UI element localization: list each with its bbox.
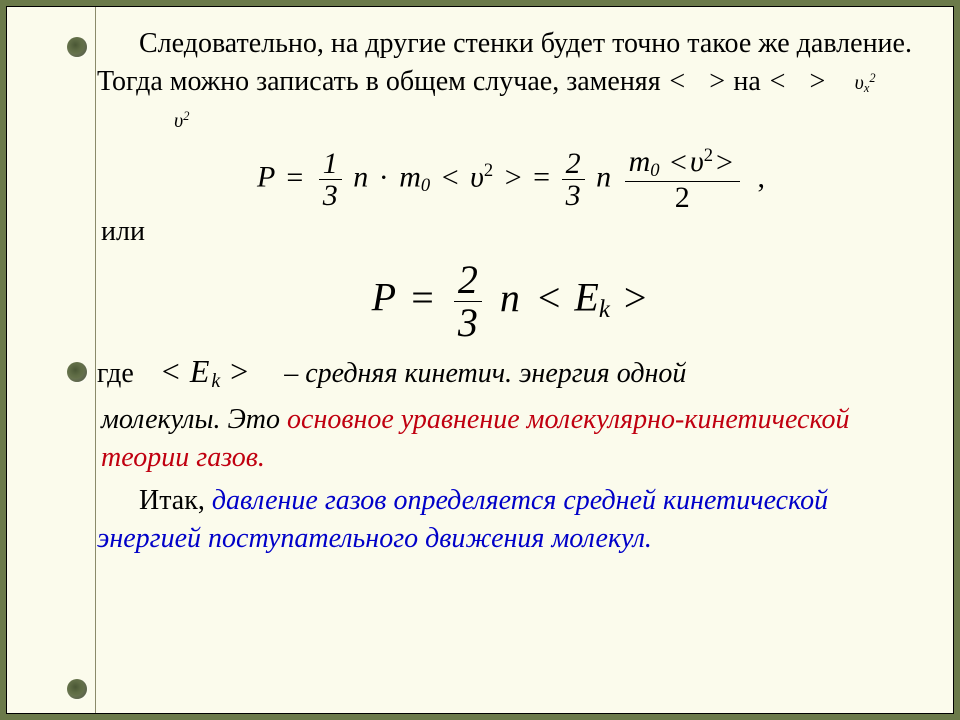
num: 2 (562, 148, 585, 181)
binder-hole-icon (67, 679, 87, 699)
sup-2: 2 (183, 109, 189, 123)
sym-m: m (399, 161, 421, 194)
label-ili: или (97, 213, 925, 251)
frac-m0v2-2: m0 <υ2> 2 (625, 146, 740, 213)
den: 2 (625, 182, 740, 214)
den: 3 (562, 180, 585, 212)
para-1: Следовательно, на другие стенки будет то… (97, 25, 925, 138)
para-1-text-b: на (733, 66, 760, 97)
angle-close: > (620, 275, 651, 320)
sub-k: k (211, 370, 220, 392)
margin-line (95, 7, 96, 713)
sym-n: n (596, 161, 611, 194)
para-3-plain: молекулы. Это (101, 404, 287, 435)
angle-open: < (534, 275, 565, 320)
sup-2: 2 (484, 161, 493, 182)
angle-open: < (667, 146, 690, 179)
sym-n: n (496, 275, 524, 320)
slide-frame: Следовательно, на другие стенки будет то… (0, 0, 960, 720)
sup-2: 2 (869, 71, 875, 85)
label-gde: где (97, 358, 134, 389)
upsilon: υ (174, 110, 183, 132)
sub-0: 0 (650, 160, 659, 181)
para-4: Итак, давление газов определяется средне… (97, 482, 925, 558)
content: Следовательно, на другие стенки будет то… (97, 25, 925, 558)
angle-close: > (808, 66, 827, 97)
upsilon: υ (690, 146, 704, 179)
angle-open: < (438, 161, 463, 194)
equation-1: P = 1 3 n · m0 < υ2 > = 2 3 n (97, 146, 925, 213)
equation-2: P = 2 3 n < Ek > (97, 259, 925, 344)
angle-open: < (162, 353, 180, 389)
angle-open: < (768, 66, 787, 97)
num: 2 (454, 259, 482, 302)
upsilon: υ (855, 72, 864, 94)
angle-open: < (668, 66, 687, 97)
paper: Следовательно, на другие стенки будет то… (6, 6, 954, 714)
sub-0: 0 (421, 175, 430, 196)
sym-dot: · (376, 161, 392, 194)
den: 3 (319, 180, 342, 212)
sym-equals: = (405, 275, 440, 320)
sym-m: m (629, 146, 651, 179)
sub-k: k (599, 296, 610, 323)
binder-hole-icon (67, 362, 87, 382)
sym-Ek: < Ek > (162, 353, 256, 389)
num: m0 <υ2> (625, 146, 740, 181)
para-3-line1: где < Ek > – средняя кинетич. энергия од… (97, 350, 925, 395)
den: 3 (454, 302, 482, 344)
sym-equals: = (282, 161, 307, 194)
angle-close: > (501, 161, 526, 194)
angle-close: > (228, 353, 248, 389)
sym-vx2: υx2 (855, 72, 876, 94)
sym-v2: υ2 (174, 110, 189, 132)
sup-2: 2 (704, 145, 713, 166)
para-3-line2: молекулы. Это основное уравнение молекул… (97, 401, 925, 477)
sym-equals: = (533, 161, 550, 194)
sym-P: P (257, 161, 275, 194)
upsilon: υ (470, 161, 484, 194)
para-4-lead: Итак, (139, 485, 212, 516)
sym-P: P (372, 275, 396, 320)
para-3-text-a: – средняя кинетич. энергия одной (284, 358, 686, 389)
num: 1 (319, 148, 342, 181)
sym-comma: , (751, 161, 765, 194)
sym-v2-brackets: < > (768, 66, 834, 97)
frac-1-3: 1 3 (319, 148, 342, 212)
frac-2-3: 2 3 (562, 148, 585, 212)
sym-n: n (353, 161, 368, 194)
binder-hole-icon (67, 37, 87, 57)
sym-E: E (188, 353, 212, 389)
sym-vx2-brackets: < > (668, 66, 734, 97)
angle-close: > (707, 66, 726, 97)
frac-2-3: 2 3 (454, 259, 482, 344)
angle-close: > (713, 146, 736, 179)
sym-E: E (574, 275, 598, 320)
